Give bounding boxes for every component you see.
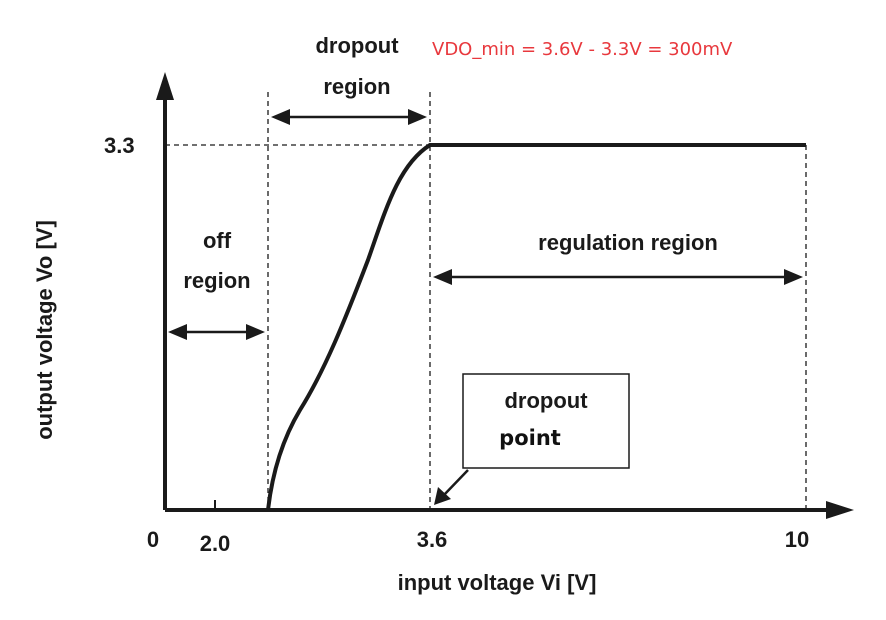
dropout-point-label-line1: dropout [504,388,588,413]
ytick-3-3: 3.3 [104,133,135,158]
dropout-point-pointer [442,469,469,497]
x-axis-label: input voltage Vi [V] [398,570,597,595]
xtick-10: 10 [785,527,809,552]
y-axis-label: output voltage Vo [V] [32,220,57,440]
dropout-point-arrowhead-icon [434,487,451,505]
off-region-right-arrowhead-icon [246,324,265,340]
dropout-region-label-line1: dropout [315,33,399,58]
regulation-region-right-arrowhead-icon [784,269,803,285]
dropout-point-label-line2: point [499,426,561,450]
dropout-region-right-arrowhead-icon [408,109,427,125]
off-region-label-line2: region [183,268,250,293]
regulation-region-label: regulation region [538,230,718,255]
xtick-3-6: 3.6 [417,527,448,552]
dropout-region-label-line2: region [323,74,390,99]
x-axis-arrow-icon [826,501,854,519]
vdo-min-annotation: VDO_min = 3.6V - 3.3V = 300mV [432,39,733,60]
dropout-point-box [462,373,630,469]
xtick-2-0: 2.0 [200,531,231,556]
output-curve [266,143,806,511]
regulation-region-left-arrowhead-icon [433,269,452,285]
off-region-left-arrowhead-icon [168,324,187,340]
dropout-region-left-arrowhead-icon [271,109,290,125]
off-region-label-line1: off [203,228,232,253]
y-axis-arrow-icon [156,72,174,100]
xtick-0: 0 [147,527,159,552]
